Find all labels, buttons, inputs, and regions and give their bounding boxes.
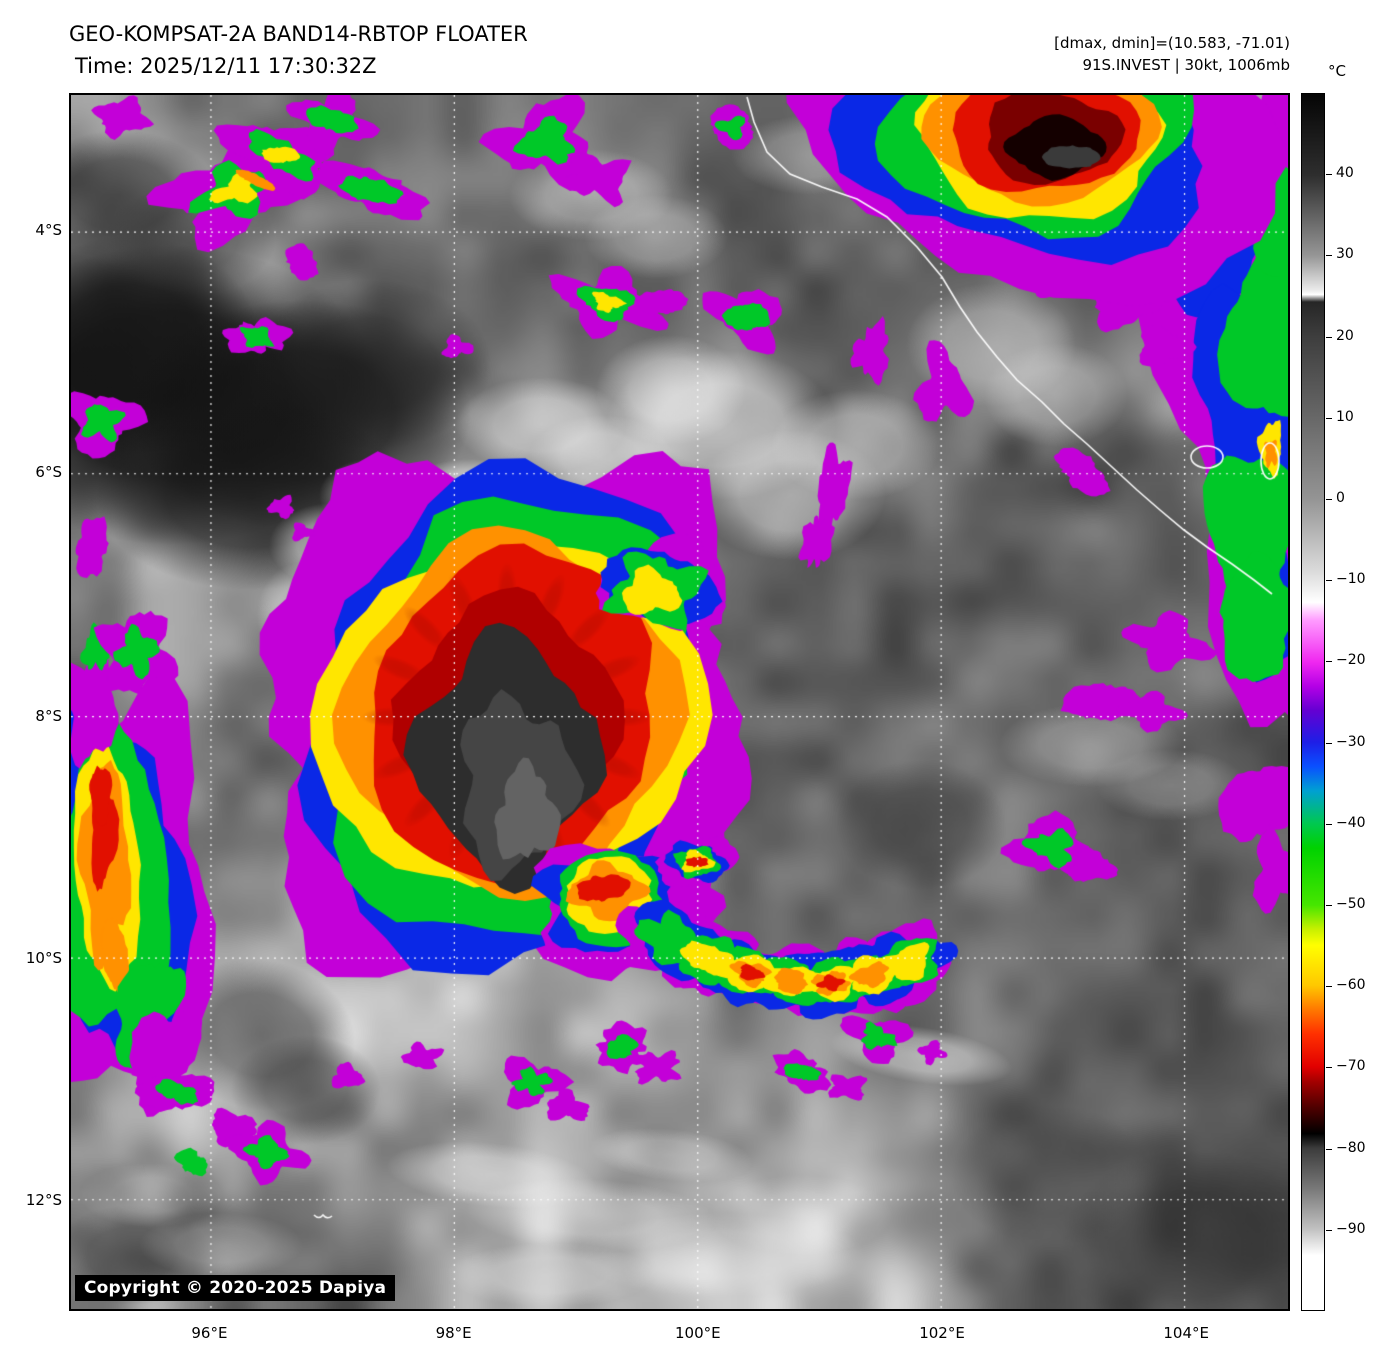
colorbar-tick-mark: [1326, 417, 1332, 419]
lon-tick-label: 98°E: [435, 1324, 472, 1342]
colorbar-tick-label: −80: [1336, 1139, 1366, 1156]
dmax-dmin-readout: [dmax, dmin]=(10.583, -71.01): [1054, 34, 1290, 52]
lat-tick-label: 10°S: [25, 948, 62, 967]
colorbar-tick-mark: [1326, 1067, 1332, 1069]
colorbar-tick-label: 10: [1336, 408, 1354, 425]
colorbar-tick-mark: [1326, 661, 1332, 663]
lat-tick-label: 12°S: [25, 1191, 62, 1210]
lat-tick-label: 8°S: [35, 706, 62, 725]
colorbar-tick-label: −90: [1336, 1220, 1366, 1237]
storm-intensity-readout: 91S.INVEST | 30kt, 1006mb: [1082, 56, 1290, 74]
header-readouts: [dmax, dmin]=(10.583, -71.01) 91S.INVEST…: [1054, 32, 1290, 76]
lon-tick-label: 100°E: [675, 1324, 721, 1342]
colorbar-tick-mark: [1326, 174, 1332, 176]
colorbar-tick-mark: [1326, 499, 1332, 500]
colorbar-tick-label: 40: [1336, 165, 1354, 182]
lon-tick-label: 96°E: [191, 1324, 228, 1342]
colorbar-tick-mark: [1326, 823, 1332, 825]
image-time: Time: 2025/12/11 17:30:32Z: [75, 54, 377, 78]
colorbar-tick-mark: [1326, 742, 1332, 744]
lon-tick-label: 104°E: [1163, 1324, 1209, 1342]
lat-tick-label: 6°S: [35, 463, 62, 482]
colorbar-tick-mark: [1326, 986, 1332, 988]
colorbar-tick-label: −20: [1336, 652, 1366, 669]
colorbar-tick-mark: [1326, 580, 1332, 582]
colorbar-tick-mark: [1326, 1148, 1332, 1150]
colorbar-tick-mark: [1326, 905, 1332, 906]
colorbar-tick-label: −40: [1336, 814, 1366, 831]
colorbar-tick-label: −60: [1336, 977, 1366, 994]
colorbar-tick-mark: [1326, 255, 1332, 257]
colorbar-tick-label: −70: [1336, 1058, 1366, 1075]
colorbar-tick-label: 20: [1336, 327, 1354, 344]
temperature-colorbar: [1301, 93, 1325, 1311]
colorbar-unit-label: °C: [1328, 62, 1346, 80]
colorbar-tick-mark: [1326, 336, 1332, 338]
satellite-map: Copyright © 2020-2025 Dapiya: [69, 93, 1290, 1311]
colorbar-tick-label: −10: [1336, 571, 1366, 588]
colorbar-tick-label: 0: [1336, 490, 1345, 506]
colorbar-tick-label: −30: [1336, 733, 1366, 750]
copyright-badge: Copyright © 2020-2025 Dapiya: [75, 1275, 396, 1301]
lat-tick-label: 4°S: [35, 220, 62, 239]
colorbar-tick-label: 30: [1336, 246, 1354, 263]
colorbar-tick-label: −50: [1336, 896, 1366, 912]
colorbar-tick-mark: [1326, 1229, 1332, 1231]
product-title: GEO-KOMPSAT-2A BAND14-RBTOP FLOATER: [69, 22, 528, 46]
satellite-imagery-canvas: [71, 95, 1288, 1309]
lon-tick-label: 102°E: [919, 1324, 965, 1342]
